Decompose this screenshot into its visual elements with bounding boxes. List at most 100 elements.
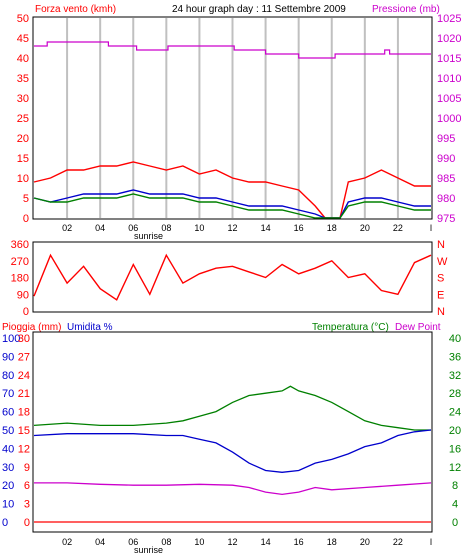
wind-x-ticks: 02 04 06 08 10 12 14 16 18 20 22 l — [62, 223, 432, 233]
wind-x-tick-label: 10 — [194, 223, 204, 233]
temperature-tick-label: 8 — [452, 480, 458, 492]
temperature-axis-ticks: 0 4 8 12 16 20 24 28 32 36 40 — [449, 333, 461, 529]
direction-compass-label: E — [437, 289, 444, 301]
chart-title: 24 hour graph day : 11 Settembre 2009 — [172, 4, 346, 15]
climate-x-tick-label: 18 — [327, 537, 337, 547]
wind-tick-label: 25 — [17, 113, 29, 125]
humidity-tick-label: 30 — [2, 462, 14, 474]
temperature-tick-label: 12 — [449, 462, 461, 474]
direction-compass-label: N — [437, 239, 445, 251]
pressure-tick-label: 1010 — [437, 73, 461, 85]
wind-x-tick-label: 06 — [128, 223, 138, 233]
wind-axis-label: Forza vento (kmh) — [35, 4, 116, 15]
pressure-tick-label: 1025 — [437, 13, 461, 25]
temperature-tick-label: 28 — [449, 388, 461, 400]
wind-series — [33, 41, 431, 219]
green-series-line — [33, 193, 431, 219]
rain-tick-label: 0 — [24, 517, 30, 529]
rain-tick-label: 6 — [24, 480, 30, 492]
climate-x-tick-label: 10 — [194, 537, 204, 547]
temperature-series-line — [33, 385, 431, 431]
direction-compass-label: N — [437, 306, 445, 318]
climate-x-tick-label: 14 — [261, 537, 271, 547]
wind-x-tick-label: l — [430, 223, 432, 233]
climate-x-tick-label: 08 — [161, 537, 171, 547]
temperature-tick-label: 36 — [449, 351, 461, 363]
wind-x-tick-label: 22 — [393, 223, 403, 233]
wind-x-tick-label: 18 — [327, 223, 337, 233]
climate-x-tick-label: 22 — [393, 537, 403, 547]
direction-series — [33, 253, 432, 301]
temperature-tick-label: 24 — [449, 407, 461, 419]
temperature-tick-label: 40 — [449, 333, 461, 345]
climate-x-ticks: 02 04 06 08 10 12 14 16 18 20 22 l — [62, 537, 432, 547]
humidity-axis-label: Umidita % — [67, 322, 113, 333]
direction-degree-label: 0 — [23, 306, 29, 318]
humidity-tick-label: 80 — [2, 370, 14, 382]
wind-pressure-panel: Forza vento (kmh) 24 hour graph day : 11… — [17, 4, 462, 241]
humidity-tick-label: 20 — [2, 480, 14, 492]
climate-x-tick-label: 04 — [95, 537, 105, 547]
climate-x-tick-label: 20 — [360, 537, 370, 547]
pressure-tick-label: 1015 — [437, 53, 461, 65]
pressure-tick-label: 1020 — [437, 33, 461, 45]
climate-series — [33, 385, 432, 523]
wind-tick-label: 35 — [17, 73, 29, 85]
rain-tick-label: 18 — [18, 407, 30, 419]
climate-frame — [32, 331, 433, 533]
wind-frame — [32, 16, 433, 220]
rain-tick-label: 27 — [18, 351, 30, 363]
wind-tick-label: 15 — [17, 153, 29, 165]
gust-series-line — [33, 161, 431, 219]
wind-tick-label: 30 — [17, 93, 29, 105]
wind-tick-label: 0 — [23, 213, 29, 225]
wind-tick-label: 5 — [23, 193, 29, 205]
direction-degree-label: 360 — [11, 239, 29, 251]
direction-degree-label: 180 — [11, 273, 29, 285]
direction-series-line — [33, 253, 432, 301]
temperature-tick-label: 32 — [449, 370, 461, 382]
wind-x-tick-label: 08 — [161, 223, 171, 233]
rain-tick-label: 12 — [18, 443, 30, 455]
wind-tick-label: 45 — [17, 33, 29, 45]
rain-tick-label: 24 — [18, 370, 30, 382]
wind-x-tick-label: 16 — [294, 223, 304, 233]
wind-x-tick-label: 02 — [62, 223, 72, 233]
humidity-tick-label: 10 — [2, 499, 14, 511]
climate-x-tick-label: 02 — [62, 537, 72, 547]
climate-x-tick-label: 12 — [227, 537, 237, 547]
direction-compass-label: W — [437, 256, 448, 268]
wind-x-tick-label: 12 — [227, 223, 237, 233]
humidity-tick-label: 100 — [2, 333, 20, 345]
wind-grid — [66, 18, 399, 218]
climate-x-tick-label: 06 — [128, 537, 138, 547]
humidity-tick-label: 90 — [2, 351, 14, 363]
pressure-tick-label: 1000 — [437, 113, 461, 125]
direction-frame — [32, 241, 433, 313]
pressure-axis-label: Pressione (mb) — [372, 4, 440, 15]
temperature-axis-label: Temperatura (°C) — [312, 322, 389, 333]
wind-tick-label: 20 — [17, 133, 29, 145]
sunrise-label-1: sunrise — [134, 231, 163, 241]
wind-tick-label: 50 — [17, 13, 29, 25]
wind-x-tick-label: 04 — [95, 223, 105, 233]
direction-compass-label: S — [437, 273, 444, 285]
wind-x-tick-label: 14 — [261, 223, 271, 233]
dewpoint-series-line — [34, 482, 432, 496]
temperature-tick-label: 20 — [449, 425, 461, 437]
humidity-tick-label: 60 — [2, 407, 14, 419]
direction-degree-ticks: 0 90 180 270 360 — [11, 239, 29, 318]
rain-tick-label: 21 — [18, 388, 30, 400]
rain-tick-label: 30 — [18, 333, 30, 345]
sunrise-label-2: sunrise — [134, 545, 163, 555]
dewpoint-axis-label: Dew Point — [395, 322, 441, 333]
temperature-tick-label: 16 — [449, 443, 461, 455]
humidity-tick-label: 70 — [2, 388, 14, 400]
pressure-tick-label: 980 — [437, 193, 455, 205]
pressure-tick-label: 1005 — [437, 93, 461, 105]
wind-x-tick-label: 20 — [360, 223, 370, 233]
rain-axis-label: Pioggia (mm) — [2, 322, 61, 333]
